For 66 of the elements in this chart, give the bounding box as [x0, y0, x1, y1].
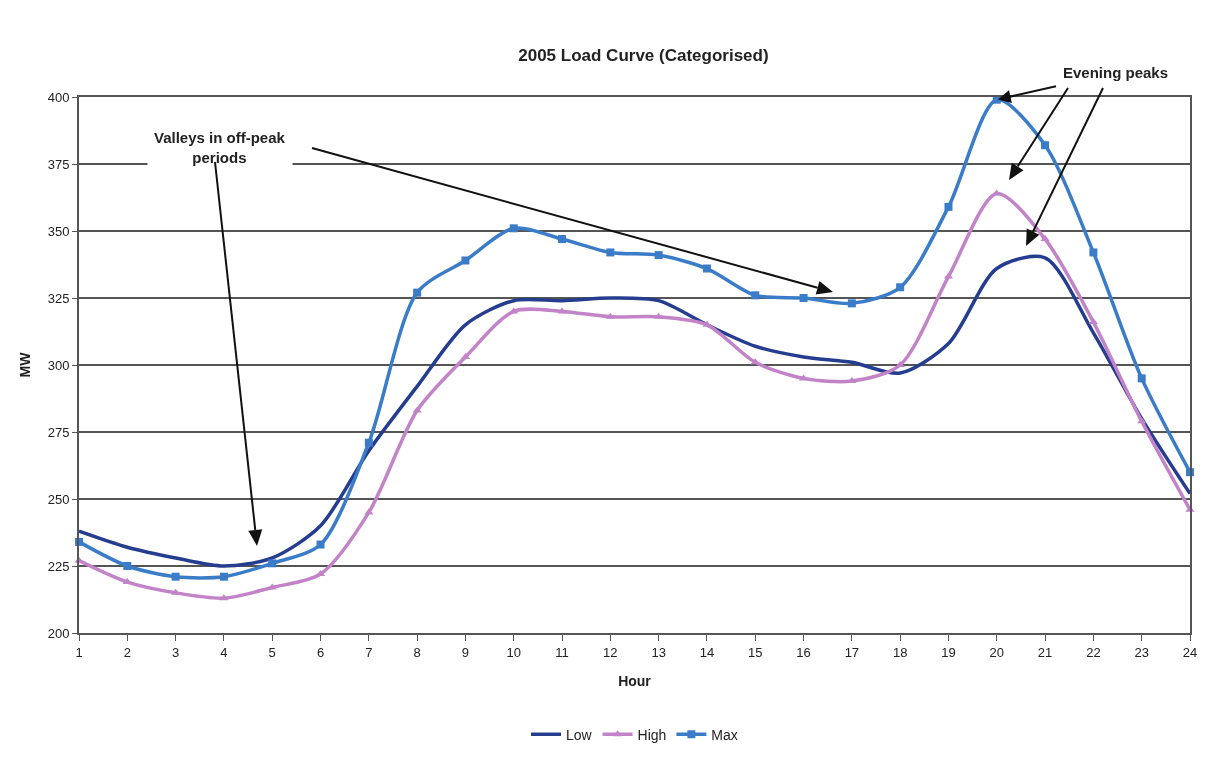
y-tick-label: 250	[47, 491, 70, 507]
annotation: Valleys in off-peak periods	[154, 129, 286, 166]
legend-label: High	[637, 726, 667, 743]
x-tick-label: 1	[75, 644, 83, 660]
y-tick-label: 350	[47, 223, 70, 239]
x-tick-label: 20	[989, 644, 1005, 660]
point	[944, 202, 953, 211]
point	[654, 312, 664, 319]
y-axis-title: MW	[16, 351, 33, 378]
x-tick-label: 4	[220, 644, 228, 660]
x-tick-label: 3	[171, 644, 180, 660]
x-tick-label: 8	[413, 644, 421, 660]
y-tick-label: 325	[47, 290, 70, 306]
point	[1137, 374, 1146, 383]
point	[847, 299, 856, 308]
point	[316, 540, 325, 549]
y-tick-label: 275	[47, 424, 70, 440]
x-tick-label: 17	[844, 644, 860, 660]
x-tick-label: 13	[651, 644, 666, 660]
point	[702, 264, 711, 273]
point	[461, 256, 470, 265]
y-tick-label: 375	[47, 156, 70, 172]
x-tick-label: 2	[123, 644, 131, 660]
point	[412, 406, 422, 413]
point	[413, 288, 422, 297]
x-tick-label: 23	[1134, 644, 1149, 660]
point	[171, 572, 180, 581]
point	[1041, 141, 1050, 150]
point	[509, 224, 518, 233]
point	[364, 438, 373, 447]
x-tick-label: 16	[796, 644, 811, 660]
x-tick-label: 12	[603, 644, 618, 660]
x-axis-title: Hour	[618, 673, 652, 690]
point	[751, 291, 760, 300]
x-tick-label: 22	[1086, 644, 1101, 660]
x-tick-label: 5	[268, 644, 276, 660]
x-tick-label: 19	[941, 644, 956, 660]
y-tick-label: 300	[47, 357, 70, 373]
point	[219, 572, 228, 581]
point	[123, 562, 132, 570]
x-tick-label: 18	[892, 644, 908, 660]
x-tick-label: 9	[461, 644, 470, 660]
point	[558, 235, 567, 244]
legend-label: Low	[566, 726, 593, 743]
y-tick-label: 200	[47, 625, 70, 641]
y-tick-label: 400	[47, 89, 70, 105]
annotation: Evening peaks	[1063, 64, 1169, 81]
legend-label: Max	[711, 726, 738, 743]
point	[605, 312, 615, 319]
point	[606, 248, 615, 257]
y-tick-label: 225	[47, 558, 70, 574]
point	[1089, 248, 1098, 257]
x-tick-label: 6	[316, 644, 325, 660]
x-tick-label: 7	[365, 644, 373, 660]
chart-title: 2005 Load Curve (Categorised)	[518, 46, 769, 66]
x-tick-label: 24	[1182, 644, 1198, 660]
point	[896, 283, 905, 292]
x-tick-label: 15	[748, 644, 763, 660]
point	[654, 251, 663, 260]
x-tick-label: 11	[555, 644, 569, 660]
x-tick-label: 14	[699, 644, 715, 660]
point	[268, 559, 277, 568]
point	[799, 294, 808, 302]
x-tick-label: 10	[506, 644, 521, 660]
x-tick-label: 21	[1037, 644, 1053, 660]
point	[1040, 235, 1050, 242]
